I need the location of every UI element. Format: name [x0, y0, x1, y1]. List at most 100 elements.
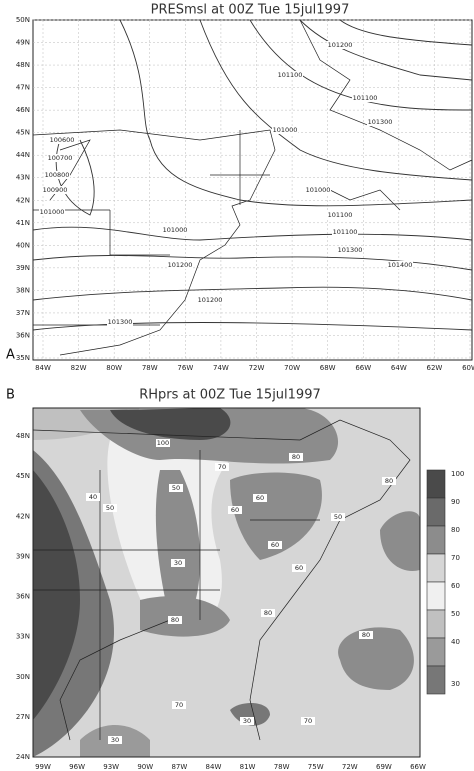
contour-label: 70	[218, 463, 226, 471]
lat-label: 45N	[16, 129, 30, 137]
label-bg	[47, 154, 73, 162]
lat-label: 36N	[16, 593, 30, 601]
lon-label: 84W	[206, 763, 222, 771]
lat-label: 46N	[16, 106, 30, 114]
label-bg	[272, 126, 298, 134]
contour-label: 80	[385, 477, 393, 485]
lat-label: 48N	[16, 61, 30, 69]
lat-label: 33N	[16, 633, 30, 641]
coastlines	[32, 419, 411, 741]
lon-label: 80W	[106, 364, 122, 372]
label-bg	[228, 506, 242, 514]
lat-label: 48N	[16, 432, 30, 440]
colorbar-label: 80	[451, 526, 460, 534]
contour-label: 50	[334, 513, 342, 521]
lon-label: 68W	[320, 364, 336, 372]
contour-label: 101300	[108, 318, 133, 326]
lon-label: 69W	[376, 763, 392, 771]
label-bg	[108, 736, 122, 744]
label-bg	[301, 717, 315, 725]
panel-letter: B	[6, 388, 15, 403]
lon-label: 90W	[137, 763, 153, 771]
label-bg	[352, 94, 378, 102]
label-bg	[253, 494, 267, 502]
lon-label: 60W	[462, 364, 474, 372]
lat-label: 44N	[16, 151, 30, 159]
contour-label: 60	[256, 494, 264, 502]
colorbar-label: 90	[451, 498, 460, 506]
label-bg	[42, 186, 68, 194]
colorbar-swatch	[426, 553, 446, 583]
colorbar-swatch	[426, 581, 446, 611]
label-bg	[268, 541, 282, 549]
label-bg	[49, 136, 75, 144]
lon-label: 64W	[391, 364, 407, 372]
lat-label: 50N	[16, 16, 30, 24]
lat-label: 39N	[16, 552, 30, 560]
contour-label: 101200	[328, 41, 353, 49]
label-bg	[107, 318, 133, 326]
contour-label: 70	[304, 717, 312, 725]
lat-label: 41N	[16, 219, 30, 227]
contour-label: 101000	[163, 226, 188, 234]
lon-label: 78W	[274, 763, 290, 771]
lon-label: 76W	[177, 364, 193, 372]
contour-label: 80	[264, 609, 272, 617]
label-bg	[167, 261, 193, 269]
contour-label: 101200	[198, 296, 223, 304]
label-bg	[156, 439, 170, 447]
lat-label: 42N	[16, 512, 30, 520]
lon-label: 70W	[284, 364, 300, 372]
contour-label: 100700	[48, 154, 73, 162]
contour-label: 101200	[168, 261, 193, 269]
label-bg	[240, 717, 254, 725]
contour-label: 50	[172, 484, 180, 492]
lon-label: 99W	[35, 763, 51, 771]
colorbar-swatch	[426, 665, 446, 695]
contour-label: 70	[175, 701, 183, 709]
lat-label: 49N	[16, 39, 30, 47]
lat-label: 47N	[16, 84, 30, 92]
colorbar-label: 100	[451, 470, 464, 478]
colorbar-label: 50	[451, 610, 460, 618]
map-frame	[32, 407, 421, 758]
contour-label: 60	[271, 541, 279, 549]
lon-label: 93W	[103, 763, 119, 771]
lon-label: 74W	[213, 364, 229, 372]
label-bg	[337, 246, 363, 254]
contour-label: 60	[231, 506, 239, 514]
lat-label: 27N	[16, 713, 30, 721]
lat-label: 45N	[16, 472, 30, 480]
contour-label: 50	[106, 504, 114, 512]
contour-label: 40	[89, 493, 97, 501]
lon-label: 66W	[355, 364, 371, 372]
label-bg	[332, 228, 358, 236]
contour-label: 100900	[43, 186, 68, 194]
contour-label: 100	[157, 439, 169, 447]
lon-label: 78W	[142, 364, 158, 372]
rh-field	[33, 408, 420, 757]
lon-label: 82W	[71, 364, 87, 372]
colorbar-swatch	[426, 609, 446, 639]
lat-label: 37N	[16, 309, 30, 317]
lat-label: 30N	[16, 673, 30, 681]
lon-label: 84W	[35, 364, 51, 372]
lon-label: 72W	[249, 364, 265, 372]
colorbar-label: 70	[451, 554, 460, 562]
colorbar-label: 30	[451, 680, 460, 688]
label-bg	[387, 261, 413, 269]
label-bg	[169, 484, 183, 492]
label-bg	[168, 616, 182, 624]
lat-label: 24N	[16, 753, 30, 761]
label-bg	[197, 296, 223, 304]
lat-label: 35N	[16, 354, 30, 362]
label-bg	[172, 701, 186, 709]
contour-label: 101100	[333, 228, 358, 236]
contour-label: 80	[292, 453, 300, 461]
lat-label: 36N	[16, 331, 30, 339]
label-bg	[162, 226, 188, 234]
label-bg	[261, 609, 275, 617]
lon-label: 72W	[342, 763, 358, 771]
label-bg	[39, 208, 65, 216]
